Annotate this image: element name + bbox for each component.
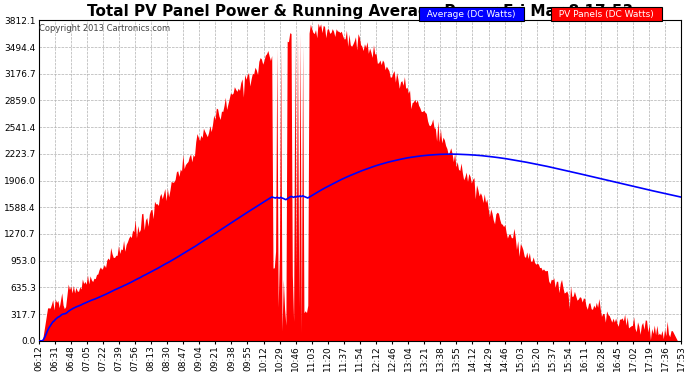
Text: Average (DC Watts): Average (DC Watts) (421, 10, 521, 19)
Text: PV Panels (DC Watts): PV Panels (DC Watts) (553, 10, 659, 19)
Text: Copyright 2013 Cartronics.com: Copyright 2013 Cartronics.com (39, 24, 170, 33)
Title: Total PV Panel Power & Running Average Power Fri Mar 8 17:53: Total PV Panel Power & Running Average P… (87, 4, 633, 19)
